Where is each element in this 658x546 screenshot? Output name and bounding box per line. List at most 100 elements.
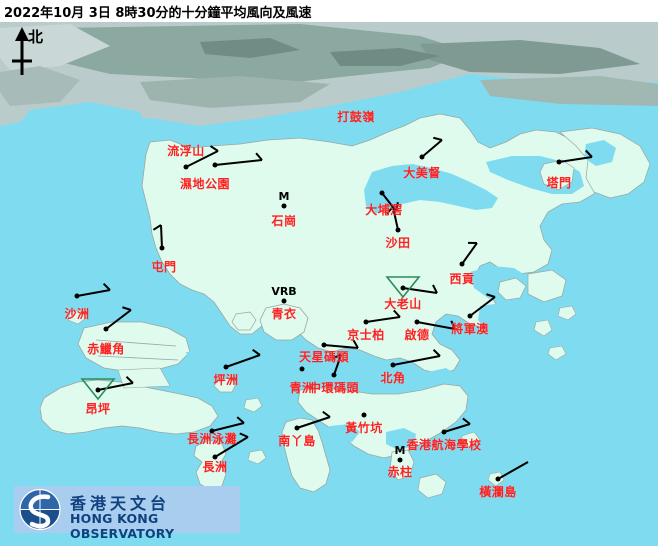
hko-logo: 香港天文台 HONG KONG OBSERVATORY [14,486,240,541]
bluff-island [533,319,553,337]
station-label[interactable]: 南丫島 [278,434,316,448]
station-label[interactable]: 青衣 [271,307,297,321]
station-marker-dot[interactable] [441,429,447,435]
station-label[interactable]: 黃竹坑 [345,421,383,435]
wind-barb [386,206,399,231]
station-label[interactable]: 昂坪 [85,402,111,416]
wind-barb [461,241,478,265]
station-marker-dot[interactable] [395,227,401,233]
station-label[interactable]: 塔門 [546,176,572,190]
station-marker-dot[interactable] [281,298,287,304]
station-label[interactable]: 赤鱲角 [87,342,125,356]
station-marker-dot[interactable] [495,476,501,482]
station-label[interactable]: 長洲 [202,460,228,474]
station-label[interactable]: 流浮山 [167,144,205,158]
station-marker-dot[interactable] [414,319,420,325]
station-label[interactable]: 西貢 [449,272,475,286]
station-label[interactable]: 石崗 [271,214,297,228]
title-bar: 2022年10月 3日 8時30分的十分鐘平均風向及風速 [0,0,658,22]
wind-barb [76,282,111,297]
tung-chung-bay [186,350,244,380]
station-marker-dot[interactable] [459,261,465,267]
station-label[interactable]: 天星碼頭 [298,350,350,364]
tolo-harbour [364,164,498,214]
station-marker-dot[interactable] [419,154,425,160]
station-label[interactable]: 將軍澳 [451,322,489,336]
wind-barb [296,410,331,429]
hko-swirl-logo-icon [19,488,61,531]
sha-chau-island [67,309,87,325]
wind-barb [392,349,441,366]
station-label[interactable]: 京士柏 [347,328,385,342]
station-label[interactable]: 長洲泳灘 [186,432,238,446]
station-marker-dot[interactable] [299,366,305,372]
station-marker-dot[interactable] [331,372,337,378]
repulse-bay-inlet [386,428,416,450]
station-label[interactable]: 啟德 [404,328,430,342]
peak-marker-icon [385,276,421,299]
station-label[interactable]: 沙田 [385,236,411,250]
station-marker-dot[interactable] [390,362,396,368]
station-marker-dot[interactable] [397,457,403,463]
kau-sai-chau [497,277,527,301]
station-label[interactable]: 赤柱 [387,465,413,479]
station-label[interactable]: 大美督 [403,166,441,180]
tung-lung-chau [461,431,481,449]
station-label[interactable]: 坪洲 [213,373,239,387]
station-marker-dot[interactable] [212,454,218,460]
po-toi-island [417,473,447,499]
wind-barb [214,152,263,166]
ninepin-group [547,345,567,361]
station-marker-dot[interactable] [363,319,369,325]
station-marker-dot[interactable] [379,190,385,196]
station-marker-dot[interactable] [159,245,165,251]
station-label[interactable]: 橫瀾島 [479,485,517,499]
hong-kong-island [297,383,469,459]
station-label[interactable]: 大老山 [384,297,422,311]
station-label[interactable]: 沙洲 [64,307,90,321]
station-marker-dot[interactable] [294,425,300,431]
geography-layer [0,22,658,546]
station-label[interactable]: 北角 [380,371,406,385]
station-marker-dot[interactable] [74,293,80,299]
wind-barb [214,432,249,458]
stanley-peninsula [389,449,415,481]
wind-barb [443,417,471,433]
mainland-satellite [0,22,658,154]
station-label[interactable]: 中環碼頭 [308,381,360,395]
station-label[interactable]: 大埔滘 [365,203,403,217]
station-label[interactable]: 青洲 [289,381,315,395]
station-label[interactable]: 濕地公園 [179,177,231,191]
station-label[interactable]: 打鼓嶺 [337,110,375,124]
wind-barb [469,293,496,317]
logo-chinese-text: 香港天文台 [70,494,171,513]
aberdeen-inlet [326,424,360,442]
station-marker-dot[interactable] [467,313,473,319]
station-marker-dot[interactable] [95,387,101,393]
station-marker-dot[interactable] [183,164,189,170]
station-marker-dot[interactable] [223,364,229,370]
tsing-yi-island [259,303,309,341]
wind-barb [323,339,359,349]
page-title: 2022年10月 3日 8時30分的十分鐘平均風向及風速 [4,6,312,21]
wind-barb [185,145,219,168]
wind-barb [558,149,593,163]
station-marker-dot[interactable] [321,342,327,348]
wind-barb [332,354,342,376]
wind-barb-layer [76,136,593,480]
station-marker-dot[interactable] [400,285,406,291]
station-marker-dot[interactable] [556,159,562,165]
map-canvas [0,22,658,546]
siu-a-chau [247,449,267,465]
station-label[interactable]: 香港航海學校 [406,438,482,452]
station-marker-dot[interactable] [103,326,109,332]
station-label[interactable]: 屯門 [151,260,177,274]
north-arrow-icon [12,27,32,75]
station-marker-dot[interactable] [361,412,367,418]
wind-barb [152,224,163,249]
station-marker-dot[interactable] [209,428,215,434]
station-marker-dot[interactable] [281,203,287,209]
wind-barb [105,306,132,330]
basalt-island [557,305,577,321]
station-marker-dot[interactable] [212,162,218,168]
